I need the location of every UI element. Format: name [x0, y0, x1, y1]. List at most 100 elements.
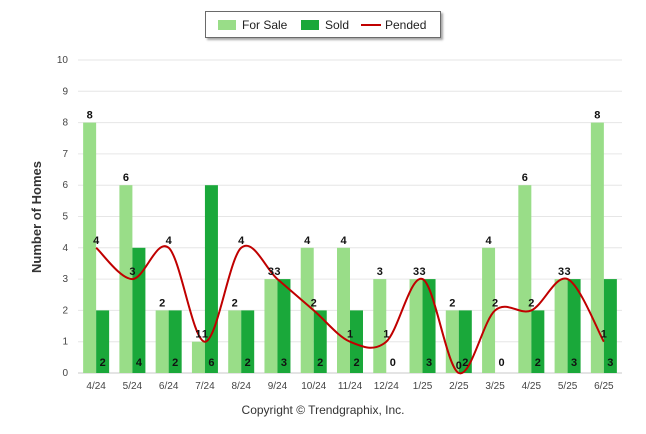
data-label-for-sale: 3 — [413, 266, 419, 278]
x-tick-label: 1/25 — [413, 381, 433, 392]
bar-for-sale — [83, 122, 97, 373]
data-label-pended: 2 — [311, 297, 317, 309]
bar-for-sale — [228, 310, 242, 373]
data-label-pended: 2 — [528, 297, 534, 309]
data-label-for-sale: 2 — [449, 297, 455, 309]
bar-for-sale — [119, 185, 133, 373]
data-label-sold: 2 — [245, 357, 251, 369]
data-label-for-sale: 3 — [377, 266, 383, 278]
data-label-pended: 3 — [129, 266, 135, 278]
pended-line — [95, 244, 605, 375]
bar-sold — [603, 279, 617, 373]
pended-series-line — [95, 244, 605, 375]
y-tick-label: 0 — [62, 368, 68, 379]
data-label-pended: 3 — [274, 266, 280, 278]
x-tick-label: 10/24 — [301, 381, 326, 392]
x-tick-label: 6/25 — [594, 381, 614, 392]
x-tick-label: 12/24 — [374, 381, 399, 392]
bar-for-sale — [482, 247, 496, 373]
bar-sold — [422, 279, 436, 373]
data-label-for-sale: 3 — [268, 266, 274, 278]
data-label-pended: 0 — [456, 360, 462, 372]
x-tick-label: 8/24 — [231, 381, 251, 392]
bar-sold — [96, 310, 110, 373]
bar-for-sale — [191, 341, 205, 373]
data-label-pended: 1 — [601, 329, 607, 341]
y-tick-label: 10 — [57, 55, 69, 66]
legend-label-sold: Sold — [325, 18, 350, 32]
y-tick-label: 4 — [62, 243, 68, 254]
legend-line-pended — [361, 24, 381, 26]
data-label-pended: 1 — [347, 329, 353, 341]
bar-for-sale — [264, 279, 278, 373]
copyright-text: Copyright © Trendgraphix, Inc. — [241, 403, 405, 417]
bar-for-sale — [337, 247, 350, 373]
data-label-pended: 4 — [93, 235, 100, 247]
bar-sold — [567, 279, 581, 373]
data-label-pended: 1 — [202, 329, 208, 341]
bar-for-sale — [300, 247, 314, 373]
x-tick-label: 4/24 — [86, 381, 106, 392]
x-tick-label: 6/24 — [159, 381, 179, 392]
y-tick-label: 2 — [62, 305, 68, 316]
x-tick-label: 3/25 — [485, 381, 505, 392]
data-label-pended: 1 — [383, 329, 389, 341]
bar-sold — [350, 310, 363, 373]
data-label-pended: 2 — [492, 297, 498, 309]
data-label-for-sale: 4 — [486, 235, 493, 247]
data-label-sold: 0 — [390, 357, 396, 369]
bar-for-sale — [554, 279, 568, 373]
x-tick-label: 7/24 — [195, 381, 215, 392]
bar-sold — [241, 310, 255, 373]
x-tick-label: 5/24 — [123, 381, 143, 392]
data-label-sold: 3 — [571, 357, 577, 369]
data-label-sold: 4 — [136, 357, 143, 369]
legend-swatch-for-sale — [218, 20, 236, 30]
bar-sold — [458, 310, 472, 373]
data-label-sold: 3 — [281, 357, 287, 369]
data-label-for-sale: 1 — [195, 329, 201, 341]
y-tick-label: 9 — [62, 86, 68, 97]
bar-for-sale — [373, 279, 387, 373]
data-label-sold: 0 — [499, 357, 505, 369]
data-label-sold: 6 — [208, 357, 214, 369]
y-tick-label: 7 — [62, 149, 68, 160]
bar-for-sale — [409, 279, 423, 373]
y-axis-label: Number of Homes — [29, 161, 44, 273]
x-tick-label: 4/25 — [522, 381, 542, 392]
data-label-for-sale: 4 — [340, 235, 347, 247]
data-label-for-sale: 2 — [232, 297, 238, 309]
data-label-for-sale: 8 — [594, 110, 600, 122]
data-label-sold: 2 — [535, 357, 541, 369]
y-tick-label: 5 — [62, 212, 68, 223]
data-label-pended: 3 — [419, 266, 425, 278]
bars — [83, 122, 617, 373]
x-tick-label: 11/24 — [338, 381, 363, 392]
bar-sold — [313, 310, 327, 373]
y-tick-label: 1 — [62, 337, 68, 348]
bar-for-sale — [155, 310, 169, 373]
data-labels: 8246432241612243334224213013332204026223… — [87, 110, 614, 372]
data-label-pended: 4 — [166, 235, 173, 247]
data-label-pended: 3 — [565, 266, 571, 278]
bar-for-sale — [590, 122, 604, 373]
data-label-sold: 3 — [607, 357, 613, 369]
bar-for-sale — [518, 185, 532, 373]
bar-sold — [204, 185, 218, 373]
bar-sold — [531, 310, 545, 373]
data-label-for-sale: 8 — [87, 110, 93, 122]
data-label-for-sale: 3 — [558, 266, 564, 278]
data-label-sold: 2 — [172, 357, 178, 369]
x-tick-label: 9/24 — [268, 381, 288, 392]
legend-swatch-sold — [301, 20, 319, 30]
legend-label-for-sale: For Sale — [242, 18, 288, 32]
bar-sold — [168, 310, 182, 373]
data-label-sold: 2 — [317, 357, 323, 369]
bar-sold — [277, 279, 291, 373]
data-label-for-sale: 6 — [522, 172, 528, 184]
y-tick-label: 6 — [62, 180, 68, 191]
data-label-pended: 4 — [238, 235, 245, 247]
x-tick-label: 5/25 — [558, 381, 578, 392]
